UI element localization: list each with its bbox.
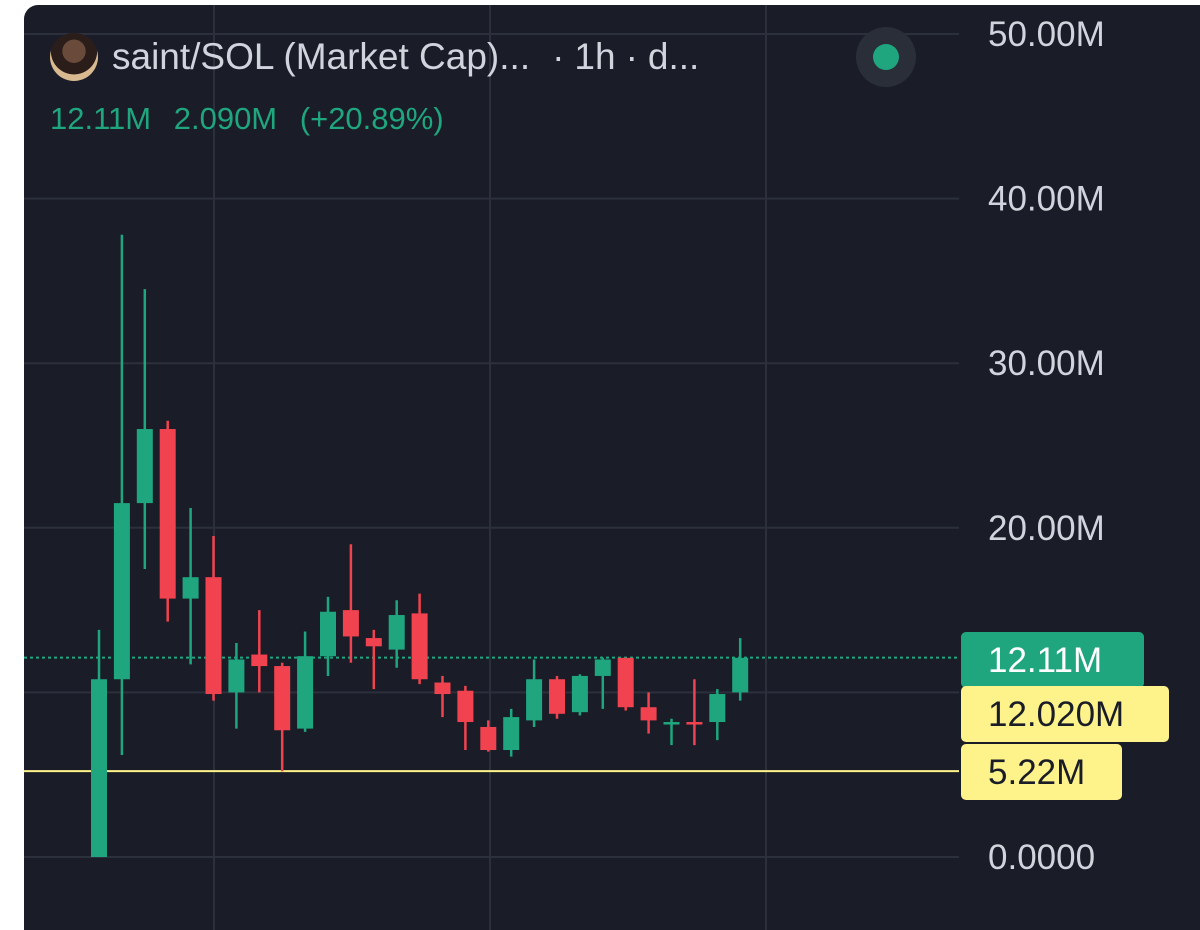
- candle-body: [617, 657, 634, 708]
- candle-body: [251, 654, 268, 667]
- candle-body: [113, 503, 130, 680]
- candle-body: [457, 690, 474, 723]
- last-price-tag: 12.11M: [961, 632, 1144, 688]
- crosshair-price-tag: 12.020M: [961, 686, 1169, 742]
- candle-body: [480, 726, 497, 751]
- interval-label[interactable]: 1h: [574, 36, 616, 77]
- candle-body: [182, 577, 199, 599]
- y-tick-label: 30.00M: [988, 344, 1105, 383]
- last-price: 12.11M: [50, 101, 152, 136]
- candle-body: [663, 722, 680, 725]
- candle-body: [571, 675, 588, 713]
- market-status-button[interactable]: [856, 27, 916, 87]
- header-separator: ·: [552, 36, 565, 77]
- candle-body: [640, 707, 657, 721]
- avatar-icon[interactable]: [50, 33, 98, 81]
- chart-window[interactable]: 50.00M 40.00M 30.00M 20.00M 0.0000 12.11M 12.0…: [24, 5, 1200, 930]
- candle-body: [297, 656, 314, 729]
- candle-body: [228, 659, 245, 693]
- last-price-tag-bg: [961, 632, 1144, 688]
- crosshair-price-tag-label: 12.020M: [988, 695, 1124, 734]
- candlestick-chart[interactable]: 50.00M 40.00M 30.00M 20.00M 0.0000 12.11M 12.0…: [24, 5, 1200, 930]
- price-change: 2.090M: [173, 101, 278, 136]
- candle-body: [526, 679, 543, 721]
- price-change-pct: (+20.89%): [299, 101, 444, 136]
- candle-body: [709, 694, 726, 723]
- candle-body: [205, 577, 222, 695]
- crosshair-price-tag-bg: [961, 686, 1169, 742]
- candle-body: [274, 666, 291, 731]
- candle-body: [159, 429, 176, 599]
- chart-header: saint/SOL (Market Cap)... · 1h · d...: [50, 31, 699, 83]
- alert-price-tag-label: 5.22M: [988, 753, 1085, 792]
- alert-price-tag-bg: [961, 744, 1122, 800]
- candle-body: [434, 682, 451, 695]
- y-tick-label: 40.00M: [988, 180, 1105, 219]
- exchange-label[interactable]: d...: [647, 36, 700, 77]
- candle-body: [342, 610, 359, 637]
- candle-body: [91, 679, 107, 857]
- last-price-tag-label: 12.11M: [988, 641, 1102, 680]
- candle-body: [549, 679, 565, 714]
- candle-body: [411, 613, 428, 680]
- candle-body: [365, 638, 382, 647]
- candle-body: [388, 615, 405, 650]
- symbol-title[interactable]: saint/SOL (Market Cap)...: [112, 36, 531, 77]
- candle-body: [594, 659, 611, 676]
- candle-body: [732, 657, 749, 693]
- candle-body: [136, 429, 153, 504]
- y-tick-label: 0.0000: [988, 838, 1095, 877]
- candle-body: [320, 611, 336, 657]
- header-separator-2: ·: [625, 36, 638, 77]
- status-dot-icon: [873, 44, 899, 70]
- y-tick-label: 20.00M: [988, 509, 1105, 548]
- y-tick-label: 50.00M: [988, 15, 1105, 54]
- quote-line: 12.11M 2.090M (+20.89%): [50, 101, 458, 137]
- candle-body: [686, 722, 703, 725]
- candle-body: [503, 717, 520, 751]
- alert-price-tag: 5.22M: [961, 744, 1122, 800]
